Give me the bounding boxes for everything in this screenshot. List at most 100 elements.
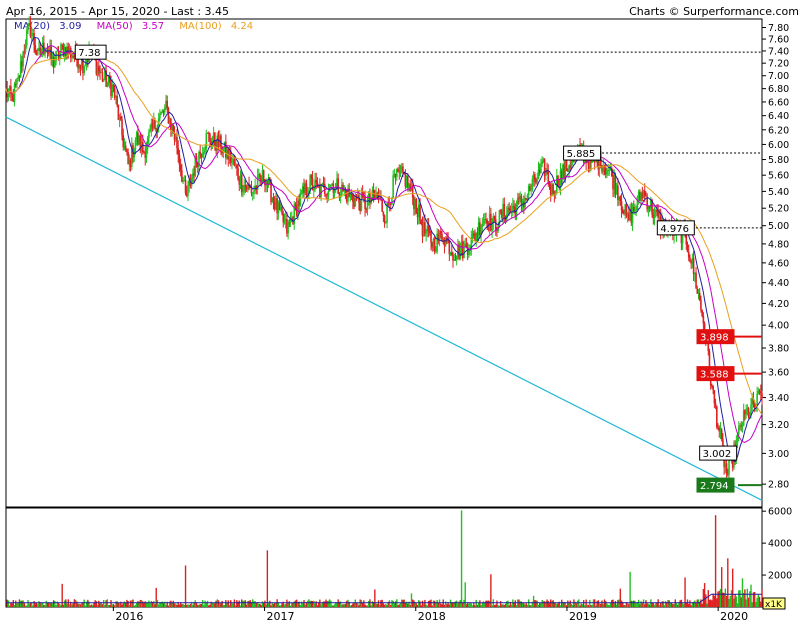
price-candle-body <box>146 137 149 149</box>
price-candle-body <box>109 75 111 83</box>
volume-bar <box>321 602 324 607</box>
volume-bar <box>392 600 394 607</box>
volume-bar <box>720 567 723 607</box>
volume-bar <box>104 605 106 607</box>
volume-bar <box>749 591 751 607</box>
volume-bar <box>221 600 223 607</box>
price-candle-body <box>485 219 487 221</box>
price-candle-body <box>686 244 689 253</box>
price-candle-body <box>363 196 365 198</box>
ma-legend: MA(20) 3.09 MA(50) 3.57 MA(100) 4.24 <box>14 21 265 32</box>
price-candle-body <box>388 203 391 206</box>
volume-bar <box>236 600 238 607</box>
volume-bar <box>684 577 686 607</box>
volume-bar <box>734 594 736 607</box>
volume-bar <box>421 600 424 607</box>
volume-bar <box>694 600 696 607</box>
price-candle-body <box>60 44 62 53</box>
volume-bar <box>273 603 276 607</box>
price-tick-label: 6.20 <box>768 125 789 136</box>
price-candle-body <box>510 209 513 211</box>
volume-bar <box>727 558 729 607</box>
price-candle-body <box>711 385 713 387</box>
price-candle-body <box>722 439 724 449</box>
volume-bar <box>706 603 708 607</box>
volume-bar <box>231 603 233 607</box>
price-candle-body <box>365 208 368 210</box>
price-candle-body <box>249 186 252 189</box>
price-candle-body <box>639 191 641 202</box>
price-candle-body <box>613 175 616 190</box>
volume-bar <box>172 600 175 607</box>
volume-bar <box>140 599 143 607</box>
price-candle-body <box>568 165 570 172</box>
volume-bar <box>611 600 613 607</box>
price-candle-body <box>457 244 459 257</box>
price-tick-label: 3.60 <box>768 368 789 379</box>
volume-bar <box>631 601 634 607</box>
price-candle-body <box>358 195 360 203</box>
volume-bar <box>316 605 319 607</box>
price-candle-body <box>343 189 346 192</box>
price-candle-body <box>148 132 150 138</box>
price-candle-body <box>619 196 622 201</box>
price-candle-body <box>713 390 716 404</box>
volume-bar <box>575 603 578 607</box>
volume-bar <box>383 604 386 607</box>
volume-bar <box>712 593 714 607</box>
price-candle-body <box>496 229 498 231</box>
volume-bar <box>200 604 203 607</box>
price-candle-body <box>724 463 727 468</box>
volume-bar <box>468 603 470 607</box>
price-candle-body <box>118 116 121 120</box>
volume-bar <box>128 604 131 607</box>
volume-bar <box>386 604 388 607</box>
price-candle-body <box>159 114 161 119</box>
volume-bar <box>394 601 397 607</box>
price-candle-body <box>624 204 627 214</box>
price-candle-body <box>402 166 404 173</box>
volume-unit-box <box>762 597 786 610</box>
price-candle-body <box>122 135 125 148</box>
price-candle-body <box>27 25 29 31</box>
volume-bar <box>326 601 328 607</box>
volume-panel-frame <box>5 507 763 608</box>
price-candle-body <box>253 190 255 193</box>
price-candle-body <box>312 189 315 191</box>
price-candle-body <box>567 170 569 172</box>
price-candle-body <box>262 170 265 181</box>
price-candle-body <box>541 161 543 164</box>
volume-bar <box>663 605 665 607</box>
price-candle-body <box>124 145 127 150</box>
volume-bar <box>491 605 493 607</box>
volume-bar <box>426 605 429 607</box>
volume-bar <box>115 601 117 607</box>
price-candle-body <box>375 193 377 199</box>
volume-bar <box>595 605 597 607</box>
price-candle-body <box>545 170 547 176</box>
price-candle-body <box>394 173 397 178</box>
price-candle-body <box>587 161 590 172</box>
volume-bar <box>278 605 281 607</box>
volume-bar <box>677 604 679 607</box>
volume-bar <box>262 603 265 607</box>
price-candle-body <box>420 220 423 224</box>
volume-bar <box>685 602 687 607</box>
price-candle-body <box>44 52 46 54</box>
price-candle-body <box>651 199 653 215</box>
volume-bar <box>99 603 101 607</box>
volume-bar <box>629 571 631 607</box>
volume-bar <box>711 600 713 607</box>
volume-bar <box>504 603 507 607</box>
volume-bar <box>10 602 12 607</box>
volume-bar <box>619 588 622 607</box>
volume-bar <box>716 598 718 607</box>
price-candle-body <box>628 213 630 221</box>
price-candle-body <box>556 175 558 192</box>
price-candle-body <box>50 46 52 60</box>
level-label: 5.885 <box>567 149 596 160</box>
price-candle-body <box>372 190 375 196</box>
volume-bar <box>249 600 251 607</box>
price-candle-body <box>204 148 206 152</box>
price-candle-body <box>441 233 443 241</box>
